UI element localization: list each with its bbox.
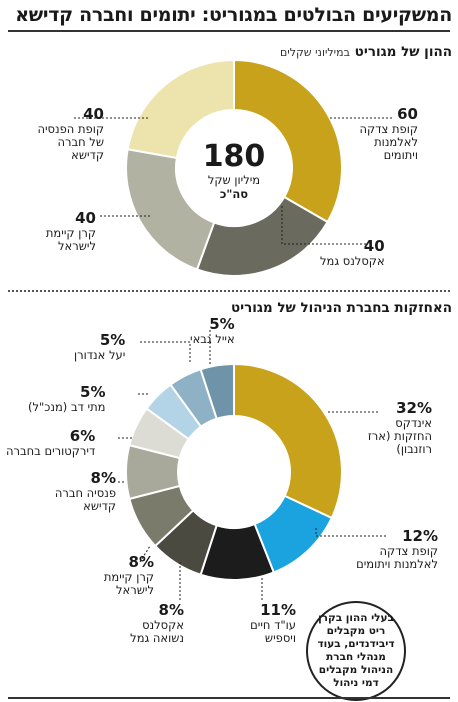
holdings-label-directors: 6% דירקטורים בחברה xyxy=(6,428,95,458)
holdings-label-kkl: 8% קרן קיימת לישראל xyxy=(82,554,154,597)
holdings-name-eyal: אייל גבאי xyxy=(190,332,235,346)
capital-value-tzedaka: 60 xyxy=(397,105,418,123)
capital-label-kkl: 40 קרן קיימת לישראל xyxy=(22,210,96,253)
capital-chart-title: ההון של מגוריט במיליוני שקלים xyxy=(280,44,452,60)
capital-total-unit: מיליון שקל xyxy=(207,173,261,187)
holdings-value-eyal: 5% xyxy=(209,315,235,333)
holdings-value-kkl: 8% xyxy=(128,553,154,571)
capital-total: 180 מיליון שקל סה"כ xyxy=(184,139,284,202)
holdings-name-index: אינדקס החזקות (ארז רוזנבון) xyxy=(367,416,432,456)
holdings-name-excellence: אקסלנס נשואה גמל xyxy=(130,618,184,645)
holdings-chart-title: האחזקות בחברת הניהול של מגוריט xyxy=(230,300,452,316)
capital-slice-3 xyxy=(126,58,235,160)
holdings-name-directors: דירקטורים בחברה xyxy=(6,444,96,458)
holdings-value-excellence: 8% xyxy=(158,601,184,619)
capital-slice-1 xyxy=(195,195,329,277)
holdings-leader-8 xyxy=(140,341,191,364)
holdings-name-kkl: קרן קיימת לישראל xyxy=(103,570,154,597)
holdings-value-index: 32% xyxy=(396,399,432,417)
capital-name-pension: קופת הפנסיה של חברה קדישא xyxy=(37,122,104,162)
bottom-rule xyxy=(8,697,450,699)
holdings-value-directors: 6% xyxy=(69,427,96,445)
holdings-label-excellence: 8% אקסלנס נשואה גמל xyxy=(118,602,184,645)
holdings-label-lawyer: 11% עו"ד חיים ויספיש xyxy=(244,602,296,645)
holdings-leader-4 xyxy=(139,545,151,563)
capital-total-value: 180 xyxy=(202,139,266,174)
capital-chart-subtitle: במיליוני שקלים xyxy=(279,46,350,59)
holdings-label-yael: 5% יעל אנדורן xyxy=(74,332,125,362)
capital-label-excellence: 40 אקסלנס גמל xyxy=(320,238,385,268)
holdings-name-tzedaka: קופת צדקה לאלמנות ויתומים xyxy=(356,544,438,571)
holdings-name-lawyer: עו"ד חיים ויספיש xyxy=(250,618,296,645)
callout-text: בעלי ההון בקרן ריט מקבלים דיבידנדים, בעו… xyxy=(317,612,395,689)
main-title: המשקיעים הבולטים במגוריט: יתומים וחברה ק… xyxy=(15,4,452,26)
capital-leader-1 xyxy=(281,206,366,245)
capital-slice-2 xyxy=(125,148,216,271)
holdings-label-eyal: 5% אייל גבאי xyxy=(190,316,235,346)
holdings-value-lawyer: 11% xyxy=(260,601,296,619)
capital-label-tzedaka: 60 קופת צדקה לאלמנות ויתומים xyxy=(348,106,418,162)
capital-label-pension: 40 קופת הפנסיה של חברה קדישא xyxy=(22,106,104,162)
holdings-slice-0 xyxy=(233,362,343,520)
capital-value-pension: 40 xyxy=(83,105,104,123)
section-divider xyxy=(8,290,450,292)
holdings-label-pension: 8% פנסיה חברה קדישא xyxy=(44,470,116,513)
capital-value-excellence: 40 xyxy=(363,237,385,255)
capital-name-excellence: אקסלנס גמל xyxy=(320,254,385,268)
capital-total-note: סה"כ xyxy=(219,187,249,201)
capital-slice-0 xyxy=(233,58,343,224)
holdings-value-ceo: 5% xyxy=(80,383,106,401)
holdings-leader-1 xyxy=(315,526,386,537)
callout-bubble: בעלי ההון בקרן ריט מקבלים דיבידנדים, בעו… xyxy=(306,601,406,701)
capital-value-kkl: 40 xyxy=(75,209,96,227)
holdings-label-tzedaka: 12% קופת צדקה לאלמנות ויתומים xyxy=(342,528,438,571)
title-rule xyxy=(8,30,450,32)
holdings-slice-9 xyxy=(199,362,235,421)
holdings-name-ceo: מתי דב (מנכ"ל) xyxy=(28,400,106,414)
holdings-value-pension: 8% xyxy=(90,469,116,487)
holdings-label-ceo: 5% מתי דב (מנכ"ל) xyxy=(28,384,105,414)
capital-name-tzedaka: קופת צדקה לאלמנות ויתומים xyxy=(359,122,418,162)
holdings-name-pension: פנסיה חברה קדישא xyxy=(54,486,116,513)
holdings-value-tzedaka: 12% xyxy=(402,527,438,545)
holdings-value-yael: 5% xyxy=(99,331,126,349)
holdings-label-index: 32% אינדקס החזקות (ארז רוזנבון) xyxy=(362,400,432,456)
holdings-name-yael: יעל אנדורן xyxy=(74,348,126,362)
capital-name-kkl: קרן קיימת לישראל xyxy=(45,226,96,253)
capital-chart-title-text: ההון של מגוריט xyxy=(354,44,452,60)
